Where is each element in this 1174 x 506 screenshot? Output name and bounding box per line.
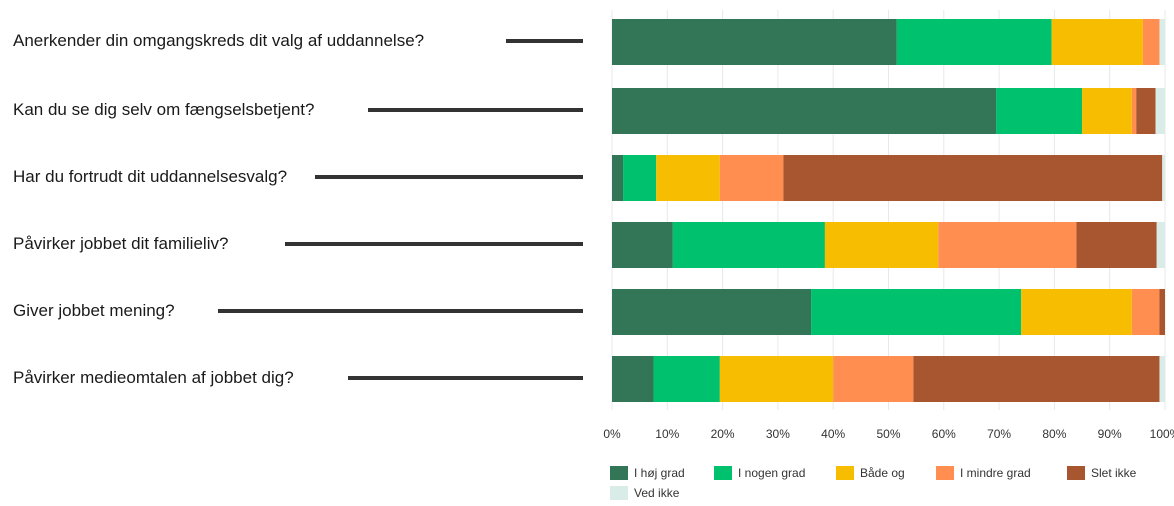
- legend-swatch: [1067, 466, 1085, 480]
- legend-label: I høj grad: [634, 466, 685, 480]
- bar-segment: [996, 88, 1083, 134]
- bar-segment: [833, 356, 914, 402]
- bar-segment: [1142, 19, 1160, 65]
- bar-segment: [612, 222, 673, 268]
- bar-segment: [1076, 222, 1157, 268]
- bar-segment: [1131, 88, 1137, 134]
- x-tick-label: 10%: [655, 427, 679, 441]
- question-label: Påvirker jobbet dit familieliv?: [13, 233, 584, 254]
- bar-segment: [896, 19, 1052, 65]
- bar-segment: [938, 222, 1077, 268]
- category-label: Påvirker jobbet dit familieliv?: [13, 233, 229, 253]
- leader-line: [506, 38, 584, 43]
- question-label: Anerkender din omgangskreds dit valg af …: [13, 30, 584, 51]
- legend-item: Slet ikke: [1067, 466, 1136, 480]
- x-tick-label: 0%: [603, 427, 621, 441]
- legend-label: Både og: [860, 466, 905, 480]
- legend-swatch: [610, 486, 628, 500]
- bar-segment: [913, 356, 1160, 402]
- x-tick-label: 60%: [932, 427, 956, 441]
- legend-item: Ved ikke: [610, 486, 679, 500]
- category-label: Har du fortrudt dit uddannelsesvalg?: [13, 166, 288, 186]
- legend-item: I høj grad: [610, 466, 685, 480]
- question-list: Anerkender din omgangskreds dit valg af …: [0, 0, 600, 400]
- bar-segment: [1051, 19, 1143, 65]
- bar-segment: [612, 155, 624, 201]
- legend-swatch: [714, 466, 732, 480]
- legend-swatch: [836, 466, 854, 480]
- question-label: Kan du se dig selv om fængselsbetjent?: [13, 99, 584, 120]
- bar-segment: [1136, 88, 1156, 134]
- category-label: Påvirker medieomtalen af jobbet dig?: [13, 367, 294, 387]
- x-tick-label: 50%: [876, 427, 900, 441]
- question-label: Påvirker medieomtalen af jobbet dig?: [13, 367, 583, 388]
- leader-line: [285, 241, 584, 246]
- leader-line: [347, 375, 583, 380]
- bar-segment: [612, 356, 654, 402]
- bar-segment: [1156, 222, 1165, 268]
- bar-segment: [672, 222, 825, 268]
- category-label: Giver jobbet mening?: [13, 300, 175, 320]
- x-tick-label: 30%: [766, 427, 790, 441]
- leader-line: [315, 174, 584, 179]
- question-label: Giver jobbet mening?: [13, 300, 583, 321]
- bar-segment: [1021, 289, 1132, 335]
- legend-swatch: [610, 466, 628, 480]
- x-tick-label: 40%: [821, 427, 845, 441]
- leader-line: [217, 308, 583, 313]
- bar-segment: [623, 155, 657, 201]
- bar-segment: [824, 222, 939, 268]
- category-label: Anerkender din omgangskreds dit valg af …: [13, 30, 425, 50]
- x-tick-label: 70%: [987, 427, 1011, 441]
- legend-label: Ved ikke: [634, 486, 680, 500]
- legend-swatch: [936, 466, 954, 480]
- bar-segment: [1159, 356, 1165, 402]
- x-tick-label: 100%: [1150, 427, 1174, 441]
- legend-label: Slet ikke: [1091, 466, 1137, 480]
- bar-segment: [1082, 88, 1132, 134]
- legend-label: I mindre grad: [960, 466, 1031, 480]
- bar-segment: [811, 289, 1022, 335]
- bar-segment: [653, 356, 720, 402]
- category-label: Kan du se dig selv om fængselsbetjent?: [13, 99, 315, 119]
- legend-item: I nogen grad: [714, 466, 805, 480]
- legend-label: I nogen grad: [738, 466, 806, 480]
- bar-segment: [719, 155, 784, 201]
- bar-segment: [1131, 289, 1160, 335]
- leader-line: [368, 107, 584, 112]
- x-tick-label: 90%: [1098, 427, 1122, 441]
- bar-segment: [1155, 88, 1165, 134]
- bar-segment: [719, 356, 834, 402]
- x-tick-label: 80%: [1042, 427, 1066, 441]
- question-label: Har du fortrudt dit uddannelsesvalg?: [13, 166, 584, 187]
- x-tick-label: 20%: [711, 427, 735, 441]
- bar-segment: [1159, 19, 1165, 65]
- bar-segment: [656, 155, 720, 201]
- bar-segment: [612, 289, 812, 335]
- bar-segment: [783, 155, 1163, 201]
- legend-item: I mindre grad: [936, 466, 1031, 480]
- bar-segment: [612, 88, 997, 134]
- bar-segment: [612, 19, 897, 65]
- bar-segment: [1162, 155, 1165, 201]
- legend-item: Både og: [836, 466, 905, 480]
- bar-segment: [1159, 289, 1165, 335]
